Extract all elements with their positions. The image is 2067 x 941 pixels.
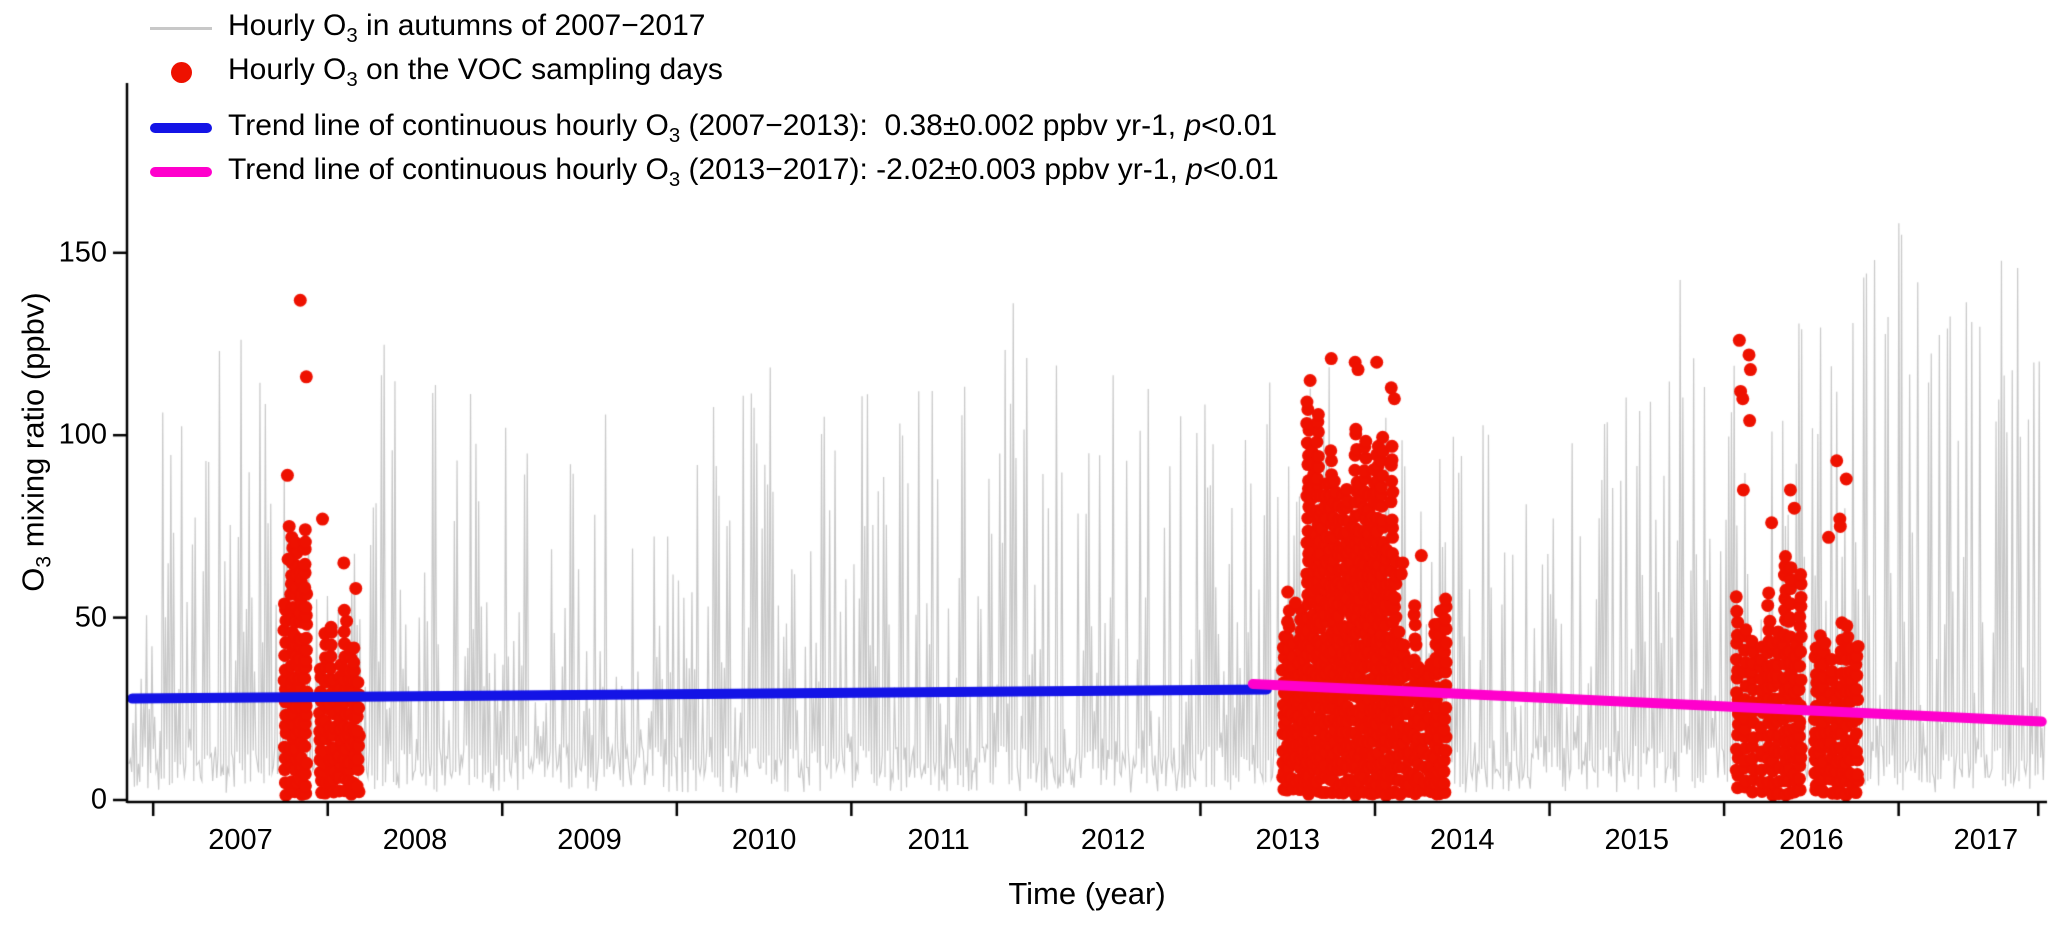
legend-label: Hourly O3 in autumns of 2007−2017 xyxy=(228,8,706,47)
y-tick-label-150: 150 xyxy=(58,236,107,269)
legend-swatch-thin-line-icon xyxy=(150,26,212,30)
legend-item-1: Hourly O3 on the VOC sampling days xyxy=(150,50,1279,94)
x-tick-label-2012: 2012 xyxy=(1080,824,1146,856)
legend-item-0: Hourly O3 in autumns of 2007−2017 xyxy=(150,6,1279,50)
legend-label: Hourly O3 on the VOC sampling days xyxy=(228,52,723,91)
legend-item-3: Trend line of continuous hourly O3 (2013… xyxy=(150,150,1279,194)
legend-swatch-thick-line-icon xyxy=(150,167,212,177)
x-tick-label-2011: 2011 xyxy=(907,824,970,856)
x-axis-title: Time (year) xyxy=(1008,876,1166,911)
x-tick-label-2009: 2009 xyxy=(557,824,622,856)
legend-item-2: Trend line of continuous hourly O3 (2007… xyxy=(150,106,1279,150)
x-tick-label-2008: 2008 xyxy=(382,824,448,856)
legend-swatch-dot-icon xyxy=(171,61,192,83)
x-tick-label-2015: 2015 xyxy=(1604,824,1670,856)
y-tick-label-50: 50 xyxy=(74,601,107,634)
x-tick-label-2017: 2017 xyxy=(1953,824,2019,856)
legend-label: Trend line of continuous hourly O3 (2007… xyxy=(228,108,1278,147)
x-tick-label-2013: 2013 xyxy=(1255,824,1320,856)
y-tick-label-100: 100 xyxy=(58,418,107,451)
x-tick-label-2016: 2016 xyxy=(1779,824,1844,856)
x-tick-label-2010: 2010 xyxy=(731,824,797,856)
legend-swatch-thick-line-icon xyxy=(150,123,212,133)
x-tick-label-2007: 2007 xyxy=(208,824,273,856)
x-tick-label-2014: 2014 xyxy=(1430,824,1495,856)
legend: Hourly O3 in autumns of 2007−2017 Hourly … xyxy=(150,6,1279,194)
legend-label: Trend line of continuous hourly O3 (2013… xyxy=(228,152,1279,191)
y-tick-label-0: 0 xyxy=(90,783,107,816)
